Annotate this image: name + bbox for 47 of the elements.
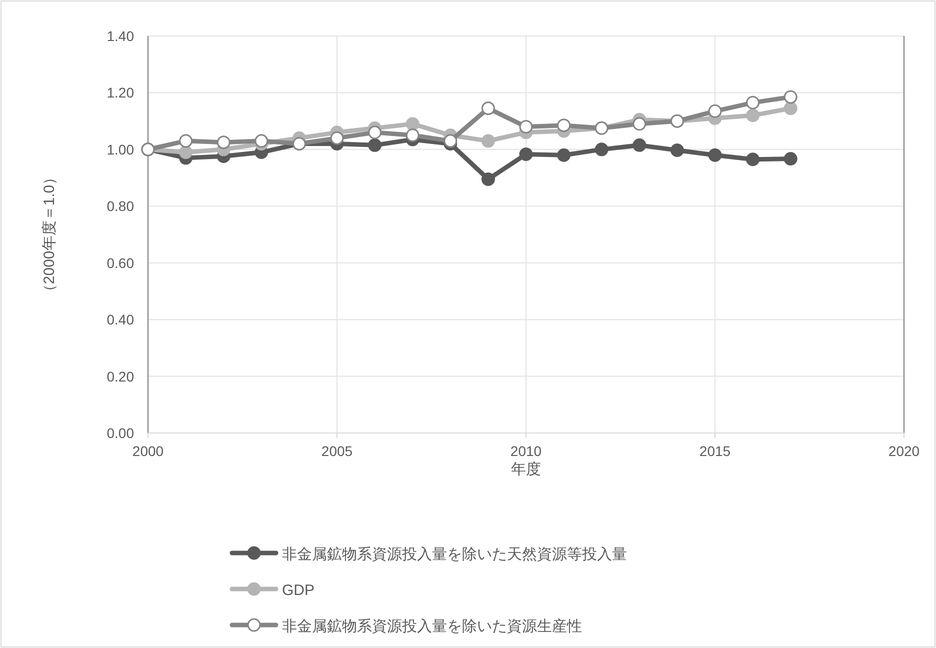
y-tick-label: 1.20 bbox=[106, 84, 134, 101]
x-tick-label: 2020 bbox=[888, 443, 920, 459]
point bbox=[368, 126, 382, 140]
legend-label: GDP bbox=[282, 582, 315, 599]
point bbox=[708, 104, 722, 118]
point bbox=[746, 152, 760, 166]
point bbox=[708, 148, 722, 162]
point bbox=[557, 148, 571, 162]
point bbox=[784, 102, 798, 116]
point bbox=[254, 134, 268, 148]
y-tick-label: 0.20 bbox=[106, 368, 134, 384]
x-tick-label: 2015 bbox=[699, 443, 731, 459]
legend-label: 非金属鉱物系資源投入量を除いた資源生産性 bbox=[282, 618, 582, 635]
point bbox=[519, 120, 533, 134]
point bbox=[746, 108, 760, 122]
point bbox=[519, 148, 533, 161]
point bbox=[481, 172, 495, 186]
y-tick-label: 0.40 bbox=[106, 312, 134, 328]
point bbox=[179, 146, 193, 160]
point bbox=[557, 118, 571, 132]
point bbox=[330, 131, 344, 145]
point bbox=[632, 117, 646, 131]
point bbox=[179, 134, 193, 148]
y-axis-title: （2000年度＝1.0） bbox=[41, 170, 58, 300]
point bbox=[481, 134, 495, 148]
point bbox=[216, 136, 230, 150]
point bbox=[784, 90, 798, 104]
legend-label: 非金属鉱物系資源投入量を除いた天然資源等投入量 bbox=[282, 546, 627, 563]
y-tick-label: 0.80 bbox=[106, 198, 134, 214]
point bbox=[368, 138, 382, 152]
x-tick-label: 2000 bbox=[132, 443, 164, 459]
point bbox=[632, 138, 646, 152]
point bbox=[406, 117, 420, 131]
point bbox=[481, 102, 495, 116]
x-tick-label: 2010 bbox=[510, 443, 542, 459]
point bbox=[784, 152, 798, 166]
x-axis-title: 年度 bbox=[511, 461, 541, 478]
y-tick-label: 1.40 bbox=[106, 28, 134, 44]
point bbox=[594, 142, 608, 156]
point bbox=[406, 128, 420, 142]
point bbox=[444, 134, 458, 148]
y-tick-label: 0.00 bbox=[106, 425, 134, 441]
x-tick-label: 2005 bbox=[321, 443, 353, 459]
point bbox=[670, 144, 684, 158]
y-tick-label: 0.60 bbox=[106, 254, 134, 271]
point bbox=[746, 96, 760, 110]
y-tick-label: 1.00 bbox=[106, 141, 134, 158]
